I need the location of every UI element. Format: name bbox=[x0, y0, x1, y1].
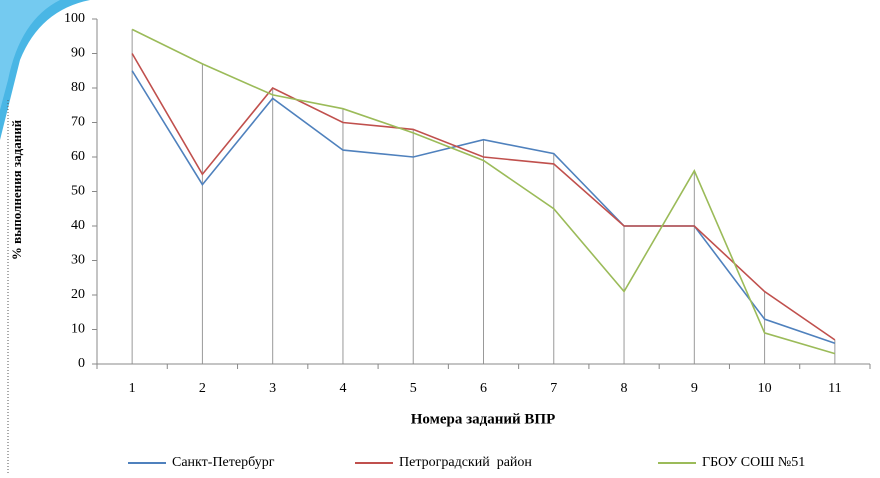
x-tick-label: 3 bbox=[269, 381, 276, 396]
legend-label: Петроградский район bbox=[399, 455, 532, 470]
x-tick-label: 5 bbox=[410, 381, 417, 396]
y-tick-label: 70 bbox=[71, 115, 85, 130]
y-tick-label: 0 bbox=[78, 356, 85, 371]
x-tick-label: 8 bbox=[621, 381, 628, 396]
x-axis-label: Номера заданий ВПР bbox=[411, 411, 555, 427]
y-tick-label: 30 bbox=[71, 253, 85, 268]
y-tick-label: 50 bbox=[71, 184, 85, 199]
legend-label: Санкт-Петербург bbox=[172, 455, 275, 470]
x-tick-label: 1 bbox=[129, 381, 136, 396]
x-tick-label: 6 bbox=[480, 381, 487, 396]
x-tick-label: 4 bbox=[339, 381, 346, 396]
y-tick-label: 60 bbox=[71, 149, 85, 164]
y-tick-label: 10 bbox=[71, 322, 85, 337]
x-tick-label: 11 bbox=[828, 381, 841, 396]
y-tick-label: 40 bbox=[71, 218, 85, 233]
x-tick-label: 9 bbox=[691, 381, 698, 396]
x-tick-label: 7 bbox=[550, 381, 557, 396]
y-axis-label: % выполнения заданий bbox=[9, 119, 24, 260]
series-line bbox=[131, 28, 836, 355]
y-tick-label: 90 bbox=[71, 46, 85, 61]
y-tick-label: 20 bbox=[71, 287, 85, 302]
y-tick-label: 100 bbox=[64, 11, 85, 26]
series-line bbox=[131, 70, 836, 345]
series-line bbox=[131, 53, 836, 341]
decoration bbox=[0, 0, 90, 473]
y-tick-label: 80 bbox=[71, 80, 85, 95]
x-tick-label: 2 bbox=[199, 381, 206, 396]
legend-label: ГБОУ СОШ №51 bbox=[702, 455, 805, 470]
x-tick-label: 10 bbox=[758, 381, 772, 396]
